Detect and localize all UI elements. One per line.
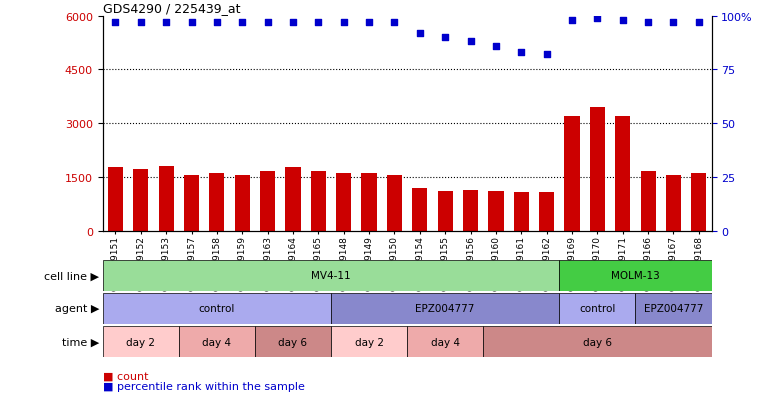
Bar	[103, 293, 331, 324]
Bar	[331, 326, 407, 357]
Bar	[666, 176, 681, 231]
Point	[414, 31, 426, 37]
Point	[160, 20, 172, 26]
Text: GDS4290 / 225439_at: GDS4290 / 225439_at	[103, 2, 240, 15]
Point	[211, 20, 223, 26]
Text: day 4: day 4	[202, 337, 231, 347]
Text: day 4: day 4	[431, 337, 460, 347]
Text: ■ count: ■ count	[103, 371, 148, 381]
Text: time ▶: time ▶	[62, 337, 99, 347]
Point	[515, 50, 527, 56]
Bar	[483, 326, 712, 357]
Text: control: control	[579, 304, 616, 314]
Text: day 6: day 6	[279, 337, 307, 347]
Bar	[559, 293, 635, 324]
Point	[338, 20, 350, 26]
Bar	[514, 193, 529, 231]
Bar	[615, 117, 630, 231]
Point	[287, 20, 299, 26]
Bar	[260, 171, 275, 231]
Text: EPZ004777: EPZ004777	[416, 304, 475, 314]
Point	[540, 52, 552, 59]
Point	[616, 17, 629, 24]
Bar	[133, 170, 148, 231]
Bar	[489, 192, 504, 231]
Text: agent ▶: agent ▶	[55, 304, 99, 314]
Bar	[103, 326, 179, 357]
Text: MV4-11: MV4-11	[311, 271, 351, 281]
Text: cell line ▶: cell line ▶	[44, 271, 99, 281]
Point	[667, 20, 680, 26]
Point	[388, 20, 400, 26]
Bar	[184, 176, 199, 231]
Bar	[179, 326, 255, 357]
Point	[566, 17, 578, 24]
Bar	[158, 167, 174, 231]
Bar	[108, 168, 123, 231]
Bar	[310, 171, 326, 231]
Text: day 2: day 2	[355, 337, 384, 347]
Bar	[234, 176, 250, 231]
Bar	[387, 175, 402, 231]
Bar	[539, 193, 554, 231]
Text: EPZ004777: EPZ004777	[644, 304, 703, 314]
Point	[591, 15, 603, 22]
Bar	[438, 192, 453, 231]
Bar	[285, 168, 301, 231]
Bar	[331, 293, 559, 324]
Point	[110, 20, 122, 26]
Point	[490, 43, 502, 50]
Bar	[691, 174, 706, 231]
Point	[312, 20, 324, 26]
Point	[642, 20, 654, 26]
Bar	[336, 174, 352, 231]
Point	[439, 35, 451, 41]
Text: MOLM-13: MOLM-13	[611, 271, 660, 281]
Bar	[255, 326, 331, 357]
Point	[363, 20, 375, 26]
Bar	[103, 260, 559, 291]
Bar	[565, 117, 580, 231]
Bar	[361, 173, 377, 231]
Text: day 6: day 6	[583, 337, 612, 347]
Point	[186, 20, 198, 26]
Bar	[463, 191, 478, 231]
Bar	[412, 188, 428, 231]
Point	[236, 20, 248, 26]
Bar	[407, 326, 483, 357]
Bar	[559, 260, 712, 291]
Bar	[635, 293, 712, 324]
Bar	[209, 174, 224, 231]
Bar	[641, 171, 656, 231]
Point	[693, 20, 705, 26]
Point	[262, 20, 274, 26]
Point	[464, 39, 476, 45]
Text: ■ percentile rank within the sample: ■ percentile rank within the sample	[103, 381, 304, 391]
Bar	[590, 108, 605, 231]
Point	[135, 20, 147, 26]
Text: control: control	[199, 304, 235, 314]
Text: day 2: day 2	[126, 337, 155, 347]
